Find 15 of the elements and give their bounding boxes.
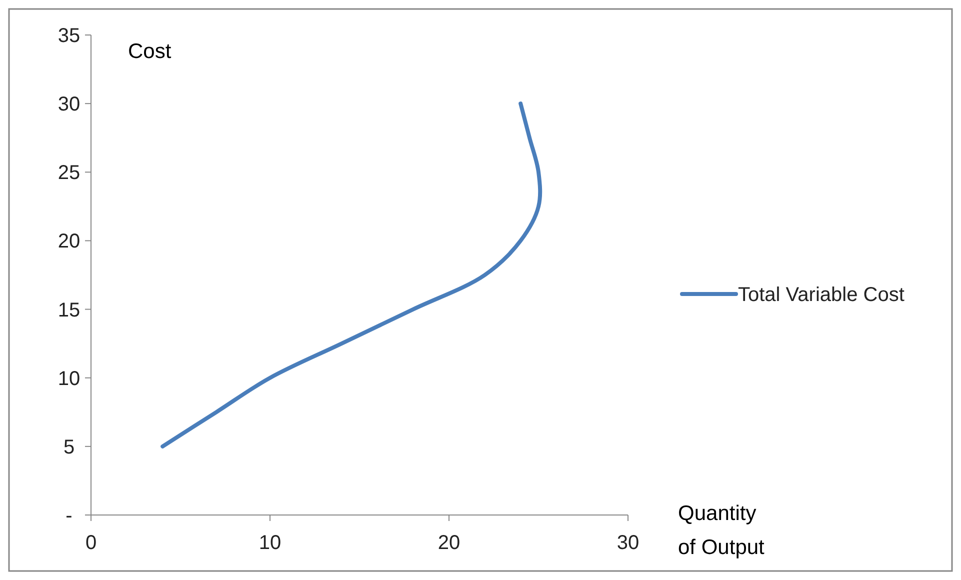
x-tick-label: 20 [438,532,460,554]
x-tick-label: 30 [616,532,640,554]
legend-label: Total Variable Cost [738,284,905,306]
y-tick-label: 30 [58,94,80,116]
x-tick-label: 10 [258,532,282,554]
y-tick-label: 35 [58,25,80,47]
y-tick-label: 10 [58,368,80,390]
x-tick-label: 0 [85,532,97,554]
y-axis-title: Cost [128,40,172,63]
y-tick-label: 25 [58,162,80,184]
x-axis-title: Quantity of Output [678,502,765,559]
y-tick-label: - [66,505,72,527]
y-tick-label: 15 [58,299,80,322]
y-tick-label: 20 [58,230,80,253]
y-tick-label: 5 [63,436,75,458]
